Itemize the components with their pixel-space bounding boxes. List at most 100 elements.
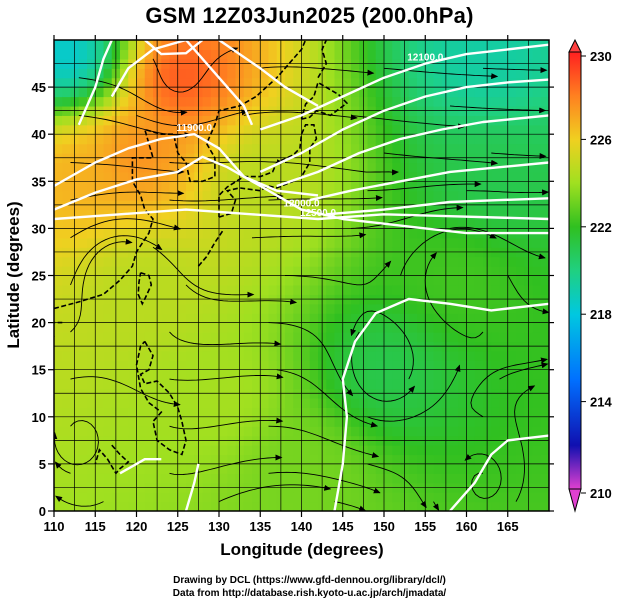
field-cell xyxy=(293,181,303,192)
field-cell xyxy=(309,171,319,182)
field-cell xyxy=(540,416,549,427)
field-cell xyxy=(144,426,154,437)
field-cell xyxy=(474,426,484,437)
field-cell xyxy=(433,313,443,324)
field-cell xyxy=(408,134,418,145)
field-cell xyxy=(334,124,344,135)
field-cell xyxy=(210,124,220,135)
field-cell xyxy=(202,313,212,324)
field-cell xyxy=(120,256,129,267)
field-cell xyxy=(169,171,179,182)
field-cell xyxy=(285,369,294,380)
field-cell xyxy=(450,115,459,126)
field-cell xyxy=(392,49,402,60)
field-cell xyxy=(285,463,294,474)
field-cell xyxy=(408,40,418,51)
field-cell xyxy=(450,322,459,333)
field-cell xyxy=(186,360,195,371)
field-cell xyxy=(334,463,344,474)
field-cell xyxy=(54,445,63,456)
field-cell xyxy=(78,40,88,51)
field-cell xyxy=(532,369,542,380)
field-cell xyxy=(375,501,385,511)
field-cell xyxy=(243,313,253,324)
field-cell xyxy=(375,445,385,456)
field-cell xyxy=(516,492,525,503)
colorbar-tick-label: 226 xyxy=(590,132,612,147)
field-cell xyxy=(499,445,509,456)
field-cell xyxy=(202,360,212,371)
field-cell xyxy=(177,115,187,126)
y-axis-title: Latitude (degrees) xyxy=(4,201,23,348)
field-cell xyxy=(177,77,187,88)
field-cell xyxy=(342,143,352,154)
field-cell xyxy=(375,171,385,182)
field-cell xyxy=(507,369,517,380)
field-cell xyxy=(466,96,476,107)
streamline xyxy=(424,252,484,339)
field-cell xyxy=(103,397,113,408)
field-cell xyxy=(425,115,435,126)
field-cell xyxy=(120,426,129,437)
field-cell xyxy=(219,360,228,371)
field-cell xyxy=(252,332,261,343)
field-cell xyxy=(425,350,435,361)
field-cell xyxy=(351,171,360,182)
field-cell xyxy=(474,68,484,79)
field-cell xyxy=(392,87,402,98)
field-cell xyxy=(62,463,72,474)
field-cell xyxy=(219,454,228,465)
field-cell xyxy=(342,492,352,503)
streamline xyxy=(466,189,549,196)
field-cell xyxy=(95,360,105,371)
field-cell xyxy=(392,256,402,267)
field-cell xyxy=(268,426,278,437)
field-cell xyxy=(375,115,385,126)
field-cell xyxy=(367,134,377,145)
field-cell xyxy=(408,275,418,286)
field-cell xyxy=(466,143,476,154)
field-cell xyxy=(210,407,220,418)
field-cell xyxy=(227,115,237,126)
field-cell xyxy=(474,218,484,229)
field-cell xyxy=(54,49,63,60)
field-cell xyxy=(202,134,212,145)
field-cell xyxy=(202,266,212,277)
field-cell xyxy=(78,454,88,465)
field-cell xyxy=(219,124,228,135)
field-cell xyxy=(87,303,96,314)
field-cell xyxy=(392,162,402,173)
field-cell xyxy=(408,397,418,408)
field-cell xyxy=(210,501,220,511)
colorbar-tick-label: 230 xyxy=(590,49,612,64)
field-cell xyxy=(54,218,63,229)
field-cell xyxy=(161,416,171,427)
field-cell xyxy=(202,218,212,229)
field-cell xyxy=(392,143,402,154)
field-cell xyxy=(103,416,113,427)
field-cell xyxy=(433,303,443,314)
field-cell xyxy=(384,379,393,390)
field-cell xyxy=(144,124,154,135)
field-cell xyxy=(293,322,303,333)
field-cell xyxy=(87,96,96,107)
field-cell xyxy=(532,218,542,229)
field-cell xyxy=(293,68,303,79)
field-cell xyxy=(367,379,377,390)
field-cell xyxy=(120,275,129,286)
field-cell xyxy=(384,266,393,277)
field-cell xyxy=(227,275,237,286)
field-cell xyxy=(474,171,484,182)
field-cell xyxy=(87,218,96,229)
field-cell xyxy=(252,284,261,295)
field-cell xyxy=(507,256,517,267)
field-cell xyxy=(375,492,385,503)
field-cell xyxy=(285,96,294,107)
field-cell xyxy=(169,218,179,229)
field-cell xyxy=(491,501,501,511)
streamline xyxy=(276,369,379,428)
field-cell xyxy=(351,256,360,267)
field-cell xyxy=(293,397,303,408)
field-cell xyxy=(326,228,336,239)
field-cell xyxy=(367,171,377,182)
